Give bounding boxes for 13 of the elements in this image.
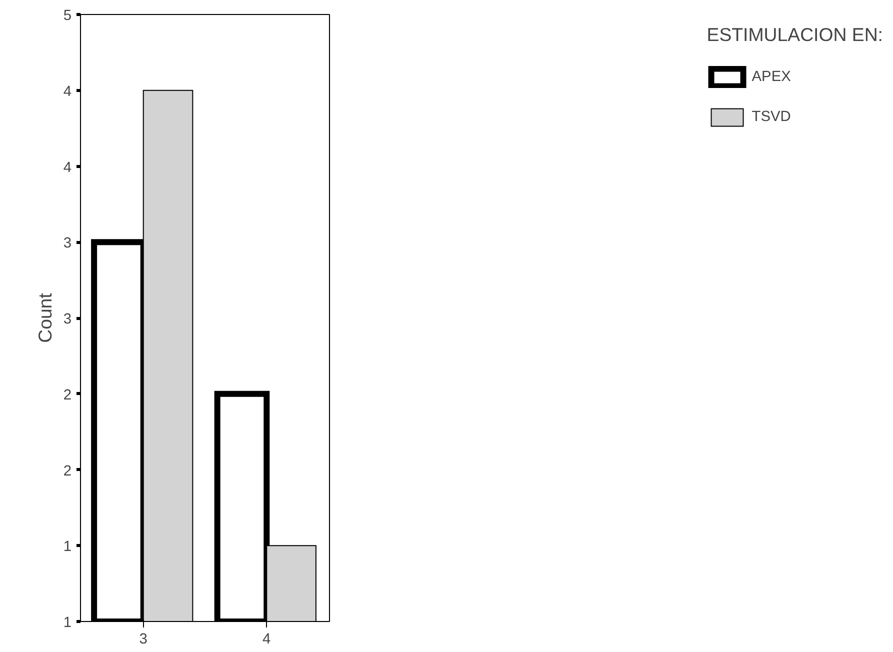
y-tick-label: 2 xyxy=(63,463,72,480)
y-tick-label: 3 xyxy=(63,312,72,328)
legend-title: ESTIMULACION EN: xyxy=(706,24,883,46)
legend-label: TSVD xyxy=(752,109,791,125)
y-tick-label: 5 xyxy=(63,8,72,24)
y-tick-label: 2 xyxy=(63,387,72,404)
y-tick-label: 1 xyxy=(63,539,72,556)
y-tick-label: 4 xyxy=(63,84,72,100)
legend-label: APEX xyxy=(752,69,791,85)
y-tick-label: 4 xyxy=(63,160,72,176)
y-tick-label: 3 xyxy=(63,236,72,252)
y-axis-title: Count xyxy=(34,292,56,343)
y-tick-label: 1 xyxy=(63,615,72,631)
